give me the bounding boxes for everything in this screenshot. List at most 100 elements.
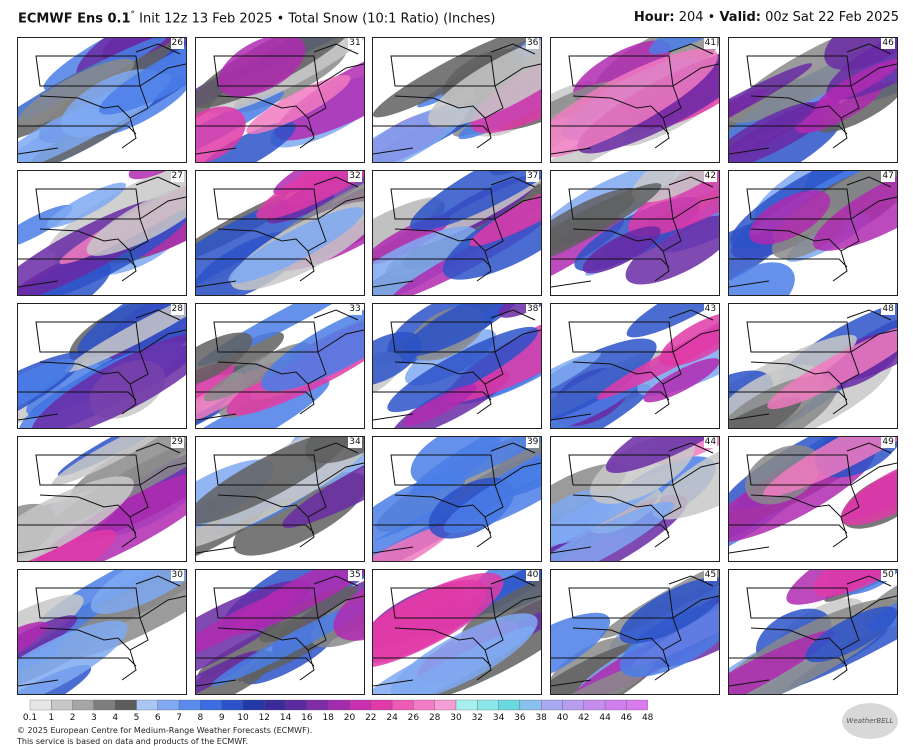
colorbar-label: 20	[343, 713, 356, 723]
colorbar-label: 7	[176, 713, 182, 723]
title: ECMWF Ens 0.1° Init 12z 13 Feb 2025 • To…	[18, 10, 495, 26]
valid-value: 00z Sat 22 Feb 2025	[765, 10, 899, 25]
snow-shade	[373, 197, 442, 271]
snow-shade	[728, 262, 795, 295]
colorbar-swatch	[157, 699, 180, 711]
colorbar-swatch	[583, 699, 606, 711]
snow-field	[18, 437, 186, 561]
colorbar-swatch	[349, 699, 371, 711]
state-borders	[373, 442, 542, 554]
snow-shade	[469, 171, 542, 247]
state-borders	[18, 176, 186, 288]
snow-shade	[18, 58, 135, 127]
snow-shade	[551, 183, 662, 274]
snow-shade	[626, 304, 720, 338]
colorbar-label: 40	[556, 713, 569, 723]
colorbar-label: 32	[471, 713, 484, 723]
map-panel: 34	[194, 436, 365, 562]
snow-shade	[813, 570, 897, 597]
colorbar-swatch	[328, 699, 350, 711]
colorbar-swatch	[413, 699, 435, 711]
footer-note: This service is based on data and produc…	[17, 737, 249, 746]
snow-shade	[643, 358, 720, 403]
colorbar-label: 44	[599, 713, 611, 723]
member-number: 34	[348, 437, 362, 448]
map-panel: 32	[194, 170, 365, 296]
snow-shade	[195, 651, 258, 694]
snow-map	[18, 437, 186, 561]
colorbar-swatch	[455, 699, 478, 711]
snow-field	[551, 38, 720, 162]
colorbar-swatch	[72, 699, 95, 711]
valid-label: Valid:	[719, 10, 761, 25]
snow-shade	[333, 574, 364, 641]
state-borders	[18, 309, 186, 421]
snow-field	[728, 304, 897, 428]
colorbar-swatch	[29, 699, 52, 711]
colorbar-label: 1	[48, 713, 55, 723]
map-panel: 50	[727, 569, 898, 695]
snow-field	[195, 171, 364, 295]
snow-shade	[217, 38, 306, 97]
snow-shade	[229, 570, 364, 635]
state-borders	[18, 43, 186, 155]
snow-shade	[619, 603, 720, 678]
snow-map	[728, 171, 897, 295]
snow-shade	[18, 476, 134, 561]
map-panel: 40	[372, 569, 543, 695]
snow-shade	[824, 38, 897, 70]
member-number: 50	[881, 570, 895, 581]
snow-field	[551, 304, 720, 428]
snow-map	[195, 437, 364, 561]
snow-shade	[373, 226, 478, 295]
snow-shade	[31, 331, 186, 428]
map-panel: 36	[372, 37, 543, 163]
member-number: 37	[525, 171, 540, 182]
state-borders	[728, 442, 897, 554]
footer-copyright: © 2025 European Centre for Medium-Range …	[17, 726, 313, 735]
snow-field	[551, 171, 720, 295]
snow-field	[373, 171, 542, 295]
snow-shade	[228, 207, 364, 284]
colorbar-label: 0.1	[22, 713, 38, 723]
state-borders	[728, 176, 897, 288]
snow-shade	[471, 39, 542, 134]
state-borders	[551, 176, 720, 288]
snow-field	[195, 38, 364, 162]
snow-shade	[90, 570, 186, 615]
member-number: 30	[170, 570, 184, 581]
colorbar-swatch	[178, 699, 201, 711]
snow-shade	[728, 102, 816, 161]
state-borders	[728, 575, 897, 687]
map-panel: 35	[194, 569, 365, 695]
colorbar	[29, 699, 648, 711]
colorbar-swatch	[604, 699, 627, 711]
title-rest: Init 12z 13 Feb 2025 • Total Snow (10:1 …	[139, 11, 496, 27]
snow-shade	[551, 612, 611, 691]
snow-shade	[258, 585, 358, 643]
colorbar-label: 5	[133, 713, 140, 723]
snow-map	[373, 437, 542, 561]
member-number: 35	[348, 570, 362, 581]
snow-shade	[551, 48, 718, 159]
colorbar-label: 16	[301, 713, 313, 723]
colorbar-swatch	[221, 699, 244, 711]
snow-shade	[582, 226, 661, 274]
snow-shade	[762, 437, 897, 497]
colorbar-swatch	[370, 699, 393, 711]
snow-shade	[551, 489, 613, 545]
snow-shade	[195, 332, 253, 389]
snow-shade	[195, 377, 330, 428]
member-number: 38	[525, 304, 540, 315]
state-borders	[728, 309, 897, 421]
colorbar-label: 12	[258, 713, 271, 723]
state-borders	[551, 442, 720, 554]
map-panel: 49	[727, 436, 898, 562]
state-borders	[551, 43, 720, 155]
member-number: 40	[525, 570, 540, 581]
member-number: 43	[703, 304, 718, 315]
snow-shade	[18, 621, 48, 676]
member-number: 31	[348, 38, 362, 49]
degree: °	[130, 10, 136, 20]
colorbar-swatch	[519, 699, 542, 711]
